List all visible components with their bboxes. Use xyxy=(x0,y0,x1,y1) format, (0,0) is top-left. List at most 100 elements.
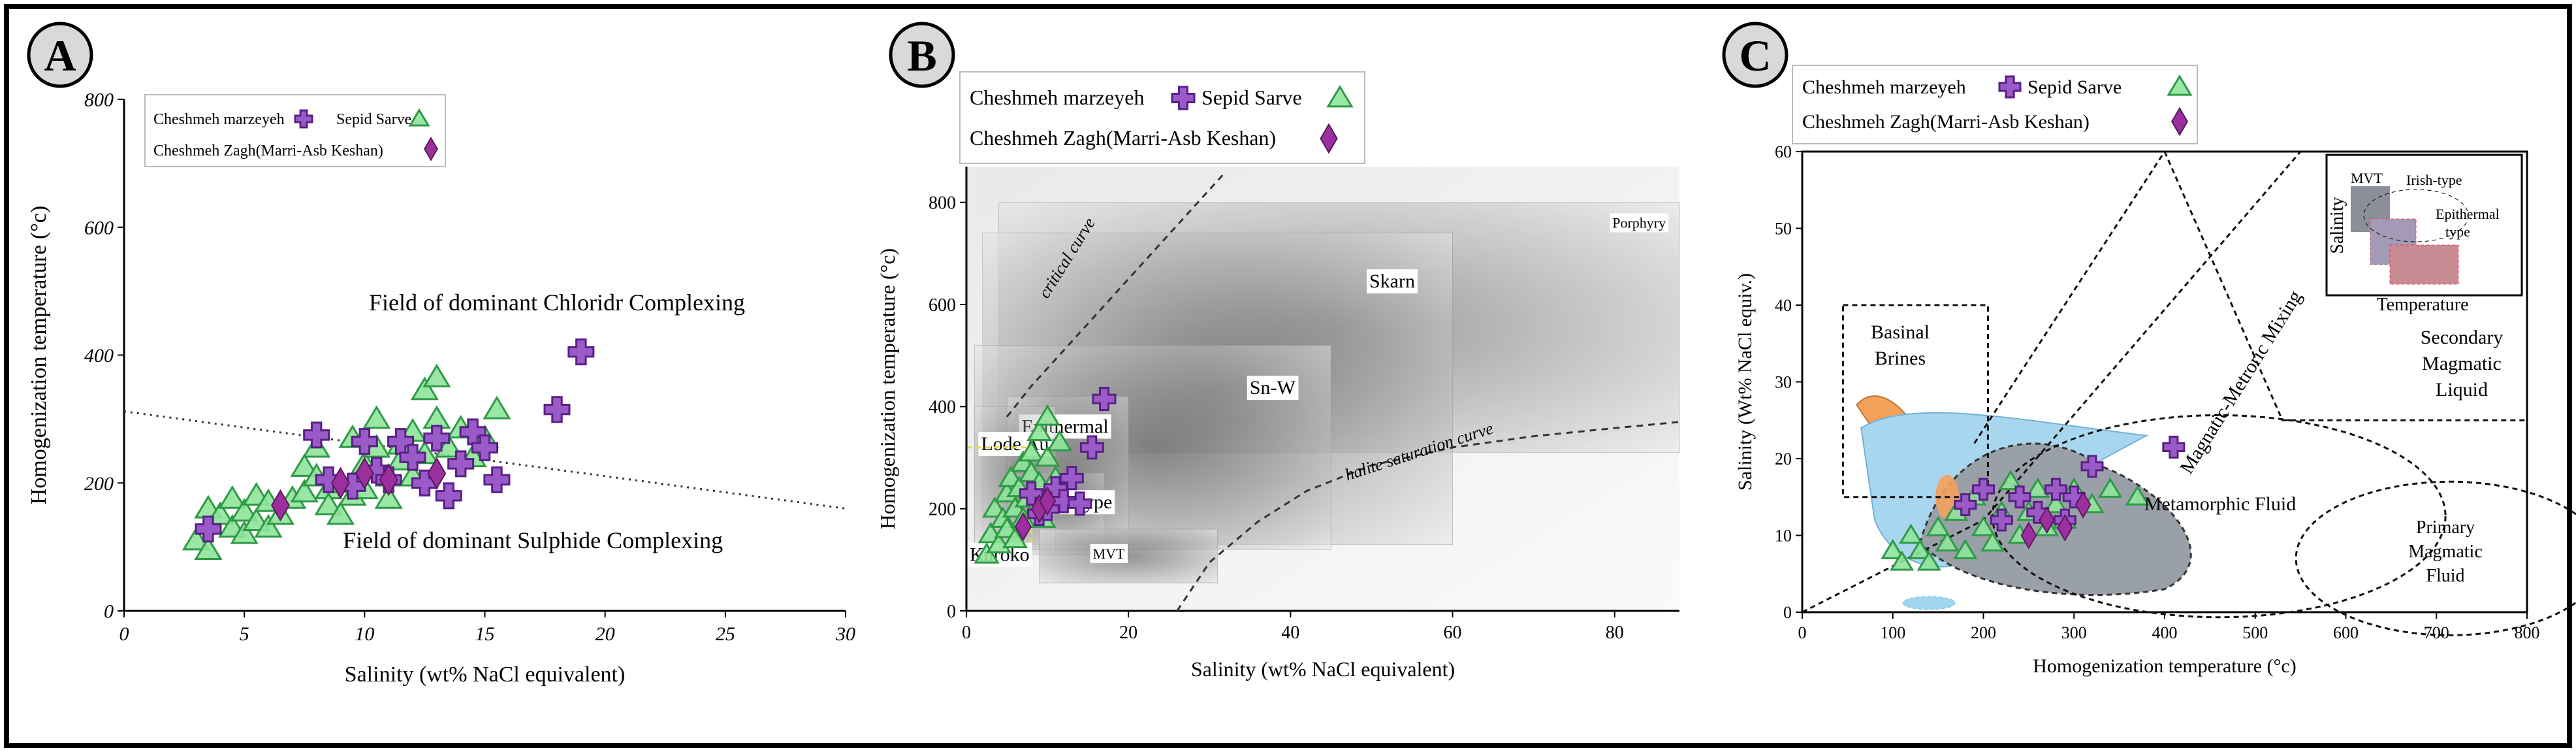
field-label-bg xyxy=(1610,213,1669,233)
panel-a-annotation-chloride: Field of dominant Chloridr Complexing xyxy=(369,289,745,316)
legend-a-cross-marker xyxy=(294,109,313,129)
legend-c-series2: Sepid Sarve xyxy=(2027,76,2122,98)
data-point-cross xyxy=(1990,508,2013,532)
panel-a-badge xyxy=(27,22,93,88)
panel-a: A Cheshmeh marzeyeh Cheshmeh Zagh(Marri-… xyxy=(27,22,855,687)
data-point-diamond xyxy=(355,457,374,490)
panel-c: C Cheshmeh marzeyeh Sepid Sarve Cheshmeh… xyxy=(1722,22,2576,677)
panel-c-label: C xyxy=(1739,31,1771,80)
x-tick-label: 20 xyxy=(596,623,615,645)
legend-b-cross-marker xyxy=(1171,86,1196,110)
data-point-triangle xyxy=(974,542,1000,564)
data-point-triangle xyxy=(218,485,247,509)
x-tick-label: 400 xyxy=(2152,623,2178,642)
y-tick-label: 800 xyxy=(84,90,114,111)
legend-c-cross-marker xyxy=(1998,75,2022,99)
y-tick-label: 50 xyxy=(1775,220,1792,238)
y-tick-label: 400 xyxy=(84,345,114,367)
field-label-porphyry: Porphyry xyxy=(1612,215,1666,231)
y-tick-label: 0 xyxy=(1783,603,1792,622)
data-point-triangle xyxy=(194,536,223,561)
data-point-triangle xyxy=(1935,531,1960,552)
label-primary-2: Magmatic xyxy=(2408,542,2483,562)
y-tick-label: 0 xyxy=(104,601,114,623)
data-point-cross xyxy=(435,482,462,510)
data-point-cross xyxy=(1092,387,1117,412)
basinal-brines-box xyxy=(1841,304,1989,499)
inset-label-salinity: Salinity xyxy=(2327,197,2347,253)
legend-c-series3: Cheshmeh Zagh(Marri-Asb Keshan) xyxy=(1802,111,2090,133)
x-axis-title: Salinity (wt% NaCl equivalent) xyxy=(345,662,626,687)
data-point-diamond xyxy=(331,466,350,500)
legend-c-diamond-marker xyxy=(2171,106,2189,137)
legend-a-series1: Cheshmeh marzeyeh xyxy=(153,111,285,128)
legend-b-cross-icon xyxy=(1171,86,1196,110)
y-tick-label: 40 xyxy=(1775,296,1792,315)
x-tick-label: 700 xyxy=(2424,623,2449,642)
panel-b-legend xyxy=(959,71,1365,164)
panel-b-label: B xyxy=(907,31,936,80)
field-mvt xyxy=(1039,529,1218,583)
x-tick-label: 0 xyxy=(1798,623,1807,642)
data-point-cross xyxy=(195,515,222,543)
data-point-cross xyxy=(483,466,511,493)
data-point-triangle xyxy=(1026,419,1053,442)
data-point-diamond xyxy=(1014,512,1032,542)
legend-b-triangle-marker xyxy=(1326,84,1354,108)
label-primary-1: Primary xyxy=(2416,517,2475,538)
legend-a-cross-icon xyxy=(294,109,313,129)
y-axis-title: Homogenization temperature (°c) xyxy=(27,206,51,504)
y-tick-label: 400 xyxy=(929,397,956,417)
data-point-cross xyxy=(567,338,595,366)
primary-magmatic-ellipse xyxy=(2295,480,2576,636)
data-point-triangle xyxy=(434,434,463,458)
data-point-triangle xyxy=(230,520,259,544)
y-tick-label: 0 xyxy=(947,602,956,622)
label-metamorphic: Metamorphic Fluid xyxy=(2144,493,2296,515)
data-point-triangle xyxy=(374,485,403,509)
legend-c-triangle-icon xyxy=(2167,74,2193,96)
panel-c-legend xyxy=(1792,65,2198,144)
data-point-triangle xyxy=(1953,538,1978,559)
y-tick-label: 600 xyxy=(929,295,956,316)
label-secondary-2: Magmatic xyxy=(2422,353,2502,374)
legend-b-series1: Cheshmeh marzeyeh xyxy=(970,86,1144,109)
data-point-triangle xyxy=(2026,477,2050,498)
legend-a-triangle-icon xyxy=(408,108,430,127)
data-point-cross xyxy=(2044,478,2067,501)
data-point-triangle xyxy=(1898,523,1924,544)
label-secondary-1: Secondary xyxy=(2421,327,2504,348)
field-label-mvt: MVT xyxy=(1093,546,1125,562)
legend-b-diamond-marker xyxy=(1320,123,1338,154)
data-point-triangle xyxy=(1047,430,1073,451)
y-tick-label: 20 xyxy=(1775,450,1792,468)
field-label-sn-w: Sn-W xyxy=(1250,377,1296,399)
y-tick-label: 30 xyxy=(1775,373,1792,392)
data-point-diamond xyxy=(2057,514,2073,542)
data-point-triangle xyxy=(1034,404,1060,426)
data-point-cross xyxy=(447,450,475,478)
label-basinal-2: Brines xyxy=(1875,348,1926,369)
legend-a-diamond-icon xyxy=(424,137,438,161)
data-point-triangle xyxy=(1926,515,1950,536)
data-point-diamond xyxy=(2020,521,2037,549)
data-point-cross xyxy=(411,469,438,497)
data-point-cross xyxy=(1079,435,1104,460)
data-point-triangle xyxy=(230,498,259,522)
data-point-cross xyxy=(2080,455,2104,478)
x-axis-title: Homogenization temperature (°c) xyxy=(2033,655,2297,677)
y-axis-title: Salinity (Wt% NaCl equiv.) xyxy=(1734,273,1756,491)
inset-label-epithermal: Epithermal xyxy=(2436,206,2500,222)
data-point-triangle xyxy=(1002,527,1028,549)
data-point-triangle xyxy=(483,395,511,419)
x-tick-label: 800 xyxy=(2515,623,2540,642)
data-point-diamond xyxy=(2075,491,2091,519)
legend-c-cross-icon xyxy=(1998,75,2022,99)
data-point-triangle xyxy=(290,478,319,502)
y-tick-label: 60 xyxy=(1775,142,1792,161)
data-point-cross xyxy=(1059,466,1084,491)
data-point-diamond xyxy=(2039,506,2055,534)
data-point-triangle xyxy=(2125,485,2150,506)
panel-a-label: A xyxy=(44,31,76,80)
